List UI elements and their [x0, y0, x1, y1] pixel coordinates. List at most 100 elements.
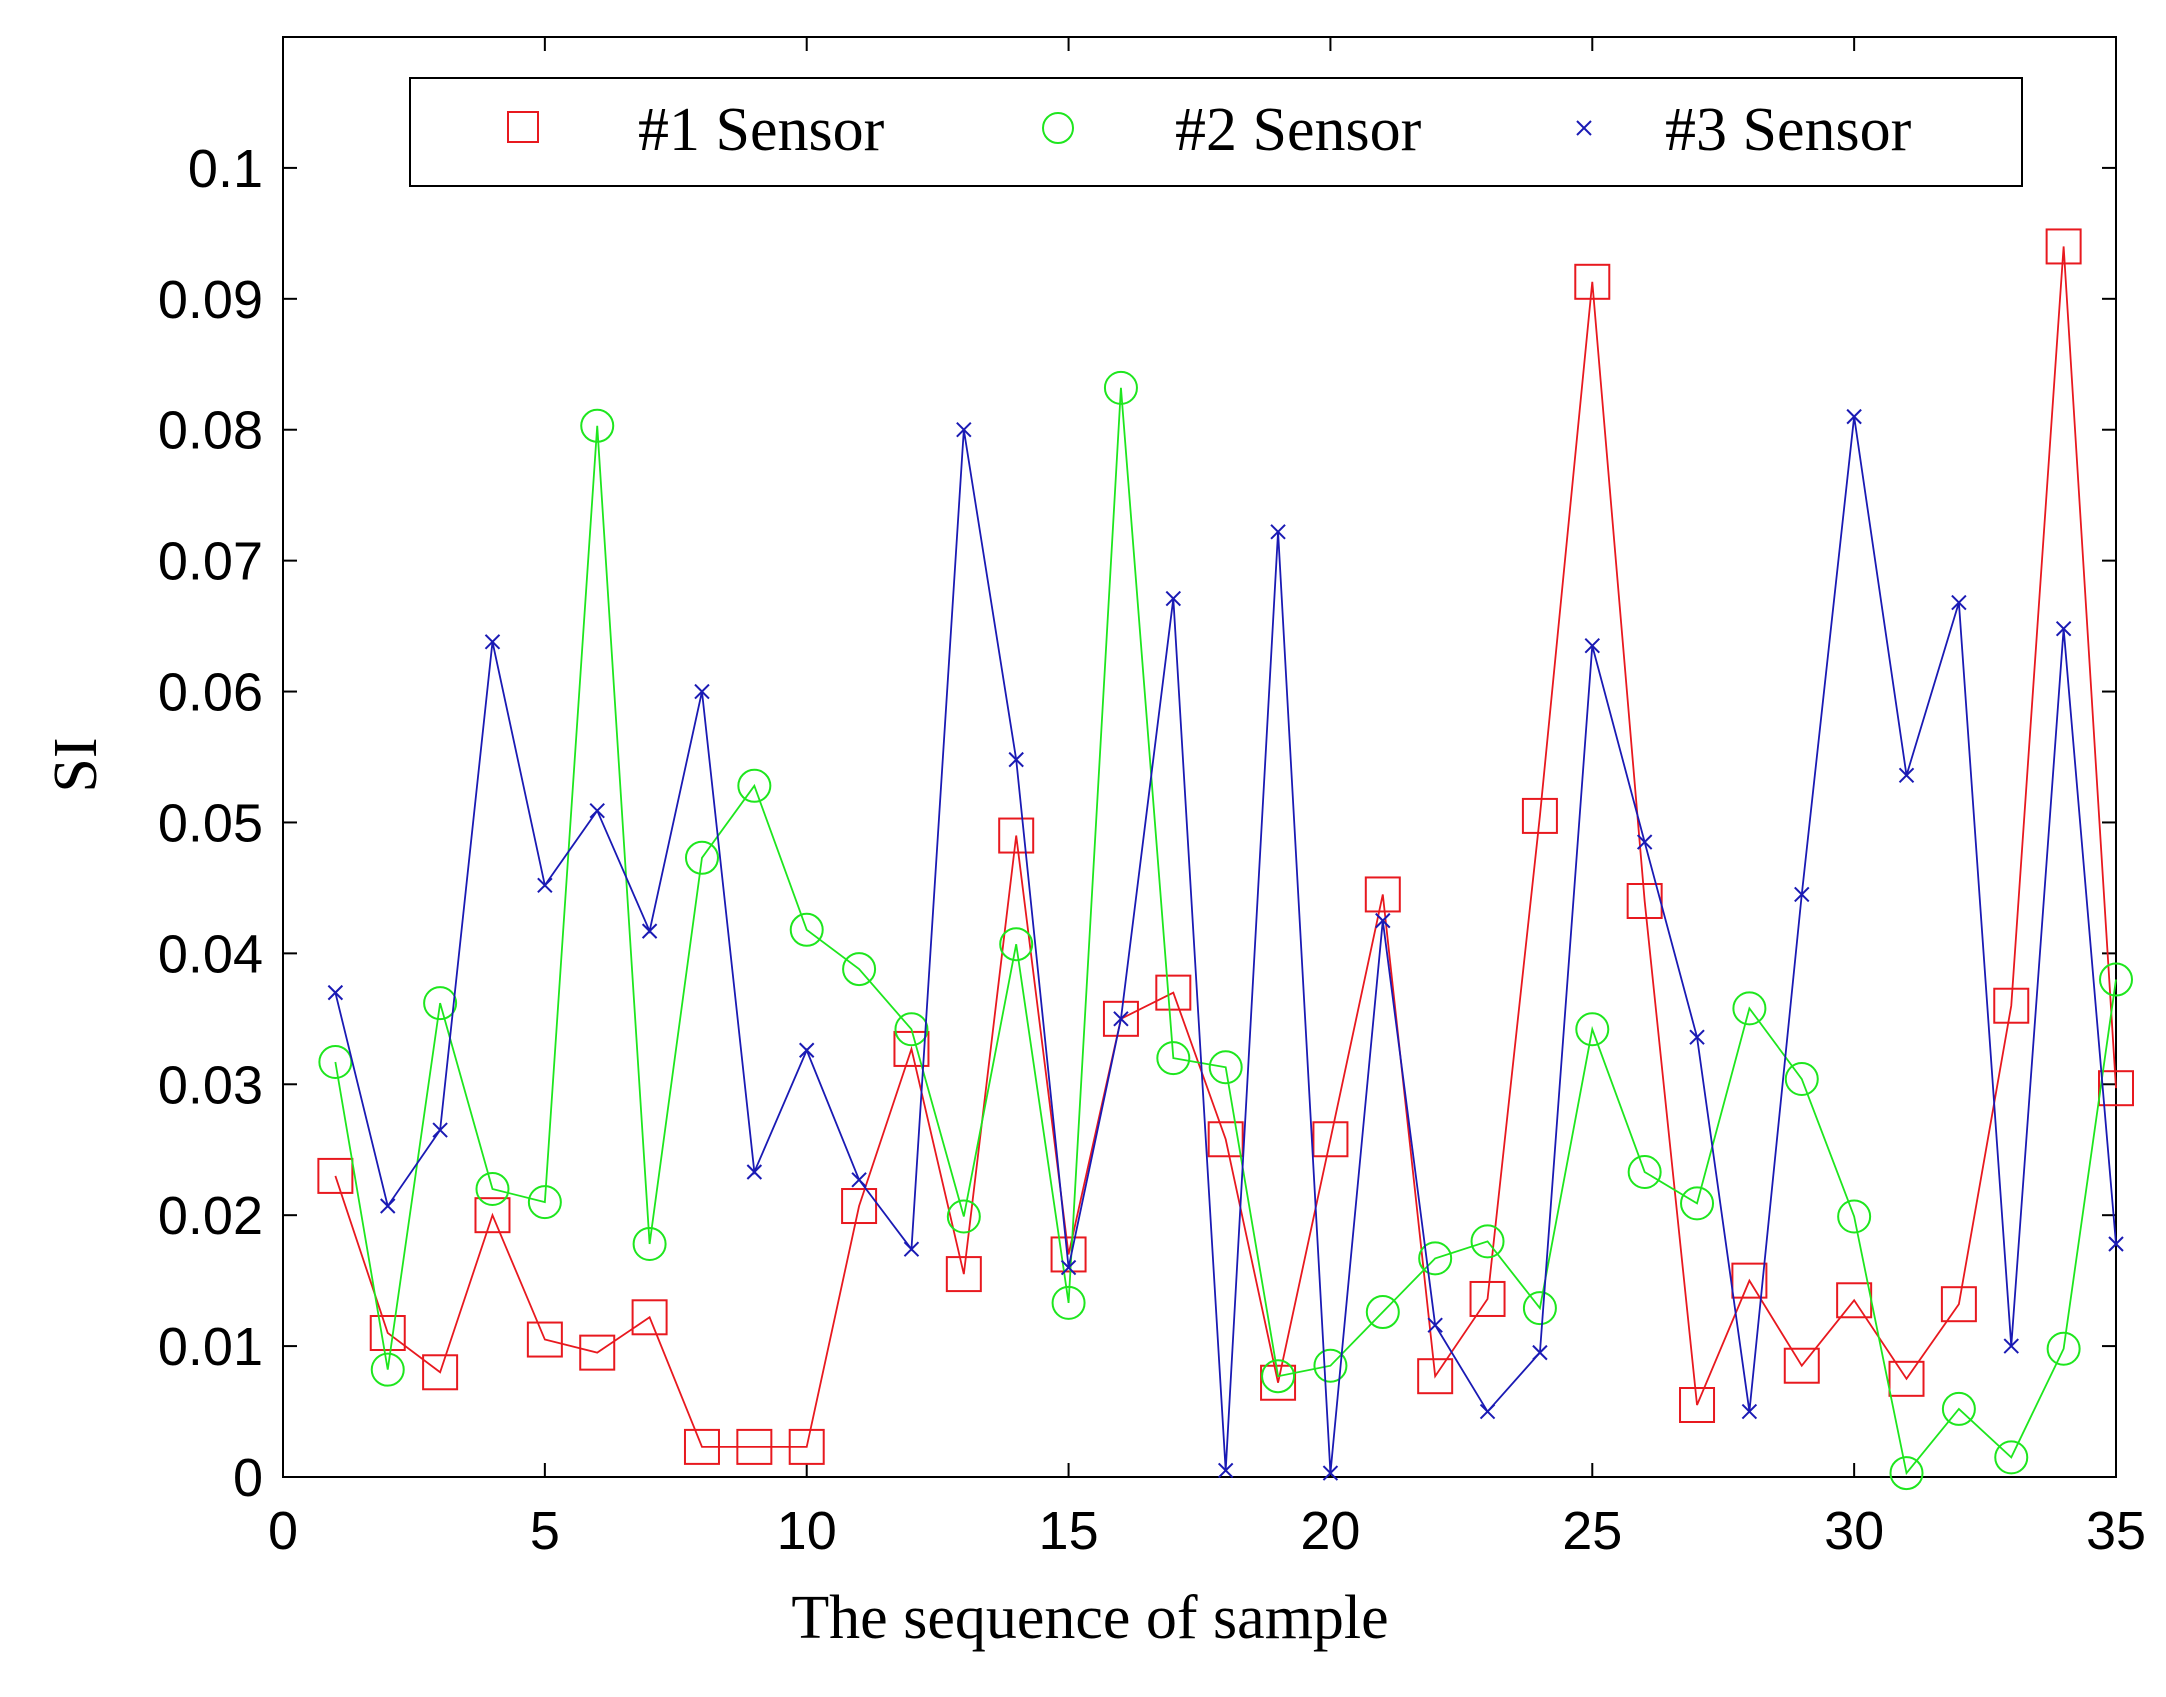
legend-marker-sensor-1 [507, 111, 539, 143]
series-2 [318, 370, 2133, 1491]
data-point [1270, 524, 1286, 540]
data-point [851, 1172, 867, 1188]
data-point [1584, 638, 1600, 654]
x-tick-label: 10 [777, 1501, 837, 1561]
x-tick-label: 35 [2086, 1501, 2146, 1561]
data-point [318, 1045, 353, 1080]
data-point [1522, 1291, 1557, 1326]
data-point [1784, 1062, 1819, 1097]
y-tick-label: 0.1 [188, 139, 263, 199]
data-point [1741, 1403, 1758, 1420]
data-point [327, 984, 344, 1001]
data-point [1103, 370, 1138, 405]
x-tick-label: 5 [530, 1501, 560, 1561]
data-point [1469, 1280, 1506, 1317]
data-point [1470, 1224, 1505, 1259]
y-tick-label: 0.09 [158, 270, 263, 330]
data-point [1627, 1154, 1662, 1189]
data-point [1312, 1121, 1349, 1158]
data-point [475, 1172, 510, 1206]
data-point [2003, 1338, 2019, 1354]
data-point [1994, 1440, 2029, 1475]
legend-label-sensor-1: #1 Sensor [638, 96, 885, 164]
data-point [737, 768, 772, 803]
data-point [527, 1185, 562, 1220]
data-point [1427, 1317, 1443, 1333]
y-tick-label: 0.05 [158, 793, 263, 853]
data-point [1113, 1011, 1129, 1027]
data-point [1260, 1364, 1297, 1401]
y-tick-label: 0.07 [158, 532, 263, 592]
y-tick-label: 0.08 [158, 401, 263, 461]
data-point [1679, 1387, 1716, 1423]
data-point [1418, 1241, 1453, 1276]
data-point [894, 1012, 929, 1047]
legend-marker-sensor-3 [1576, 120, 1592, 136]
data-point [537, 877, 553, 893]
data-point [2099, 962, 2133, 997]
data-point [2046, 1331, 2081, 1366]
data-point [945, 1256, 982, 1293]
data-point [380, 1198, 396, 1214]
data-point [641, 923, 658, 939]
data-point [1261, 1359, 1296, 1394]
axis-ticks: 0 5 10 15 20 25 30 35 0 0.01 0.02 0.03 0.04 0.05 0.06 0… [158, 37, 2146, 1561]
data-point [1898, 767, 1915, 784]
series-1 [317, 228, 2134, 1465]
data-point [580, 408, 615, 443]
data-point [1940, 1286, 1977, 1323]
series-layer [317, 228, 2134, 1491]
data-point [1574, 263, 1611, 300]
data-point [1364, 876, 1401, 913]
data-point [788, 1428, 825, 1465]
y-tick-label: 0.04 [158, 924, 263, 984]
data-point [1165, 590, 1182, 607]
x-tick-label: 15 [1039, 1501, 1099, 1561]
x-tick-label: 30 [1824, 1501, 1884, 1561]
data-point [1102, 1000, 1139, 1037]
data-point [432, 1122, 448, 1138]
x-tick-label: 25 [1562, 1501, 1622, 1561]
data-point [579, 1334, 616, 1371]
data-point [2098, 1070, 2134, 1107]
data-point [736, 1428, 773, 1465]
plot-area [282, 36, 2117, 1478]
data-point [1783, 1347, 1820, 1384]
data-point [1008, 751, 1024, 768]
data-point [998, 817, 1035, 854]
data-point [1051, 1285, 1086, 1320]
data-point [1060, 1259, 1077, 1276]
data-point [1313, 1348, 1348, 1383]
legend-label-sensor-3: #3 Sensor [1665, 96, 1912, 164]
data-point [1846, 408, 1862, 425]
data-point [370, 1352, 405, 1387]
data-point [526, 1321, 563, 1358]
data-point [1521, 797, 1558, 834]
data-point [683, 1428, 720, 1465]
data-point [1888, 1360, 1925, 1397]
y-tick-label: 0.02 [158, 1186, 263, 1246]
data-point [632, 1226, 667, 1261]
data-point [589, 802, 605, 819]
data-point [317, 1157, 354, 1194]
data-point [1365, 1295, 1400, 1330]
data-point [369, 1315, 406, 1351]
y-tick-label: 0.03 [158, 1055, 263, 1115]
data-point [1837, 1199, 1872, 1234]
data-point [1731, 1262, 1768, 1299]
data-point [1208, 1050, 1243, 1085]
data-point [2045, 228, 2082, 265]
data-point [903, 1241, 920, 1257]
data-point [999, 927, 1034, 962]
data-point [694, 683, 710, 700]
data-point [2055, 621, 2072, 637]
legend-label-sensor-2: #2 Sensor [1175, 96, 1422, 164]
data-point [842, 952, 877, 987]
data-point [1626, 883, 1663, 919]
y-tick-label: 0 [233, 1448, 263, 1508]
data-point [1993, 987, 2030, 1024]
data-point [1155, 974, 1192, 1011]
data-point [956, 422, 972, 438]
data-point [946, 1199, 981, 1234]
